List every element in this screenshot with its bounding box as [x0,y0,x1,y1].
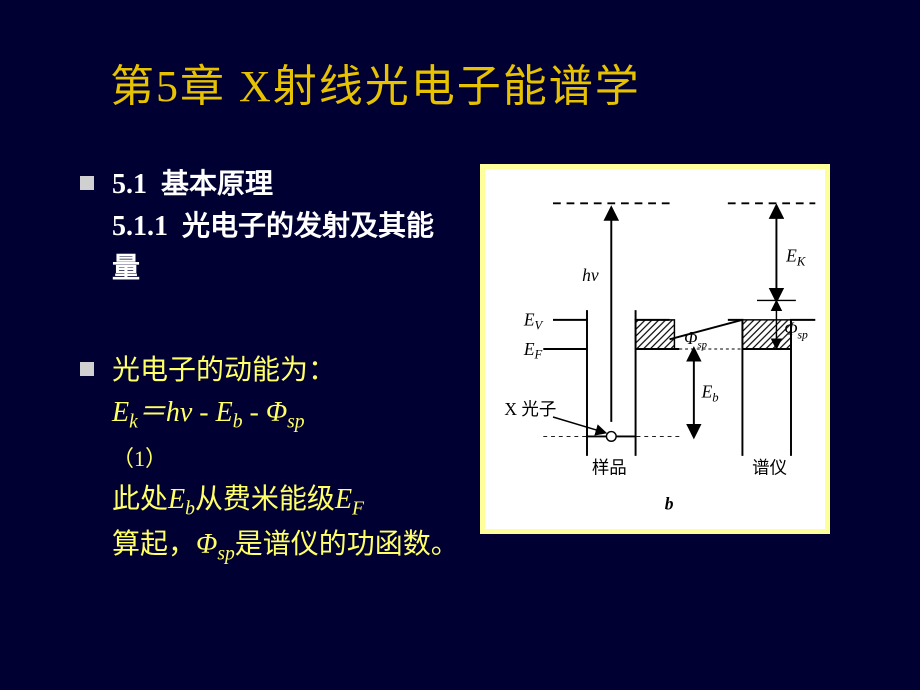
content-row: 5.1 基本原理 5.1.1 光电子的发射及其能量 光电子的动能为： Ek＝hν… [60,164,860,599]
eq-tag: （1） [112,446,167,471]
slide-title: 第5章 X射线光电子能谱学 [110,50,860,114]
ev-label: EV [523,310,544,333]
hv-label: hν [582,265,599,285]
xray-label: X 光子 [504,399,556,419]
section-heading-item: 5.1 基本原理 5.1.1 光电子的发射及其能量 [80,164,460,290]
sample-label: 样品 [592,457,627,477]
bullet-icon [80,176,94,190]
spacer [80,320,460,350]
phisp-label-spec: Φsp [784,318,808,341]
kinetic-text: 光电子的动能为： Ek＝hν - Eb - Φsp （1） 此处Eb从费米能级E… [112,350,459,569]
kinetic-intro: 光电子的动能为： [112,355,336,386]
text-column: 5.1 基本原理 5.1.1 光电子的发射及其能量 光电子的动能为： Ek＝hν… [60,164,460,599]
section-num: 5.1 [112,169,147,200]
section-heading: 5.1 基本原理 5.1.1 光电子的发射及其能量 [112,164,460,290]
diagram-svg: hν Eb Φsp Φsp EK EV EF [485,169,825,529]
spec-label: 谱仪 [752,457,787,477]
section-name: 基本原理 [161,169,273,200]
panel-label: b [665,493,674,513]
phisp-label-sample: Φsp [684,328,707,351]
bullet-icon [80,362,94,376]
ef-label: EF [523,339,543,362]
subsection-num: 5.1.1 [112,211,168,242]
kinetic-equation: Ek＝hν - Eb - Φsp [112,397,305,428]
slide: 第5章 X射线光电子能谱学 5.1 基本原理 5.1.1 光电子的发射及其能量 … [0,0,920,690]
note: 此处Eb从费米能级EF算起，Φsp是谱仪的功函数。 [112,484,459,560]
kinetic-item: 光电子的动能为： Ek＝hν - Eb - Φsp （1） 此处Eb从费米能级E… [80,350,460,569]
eb-label: Eb [701,382,719,405]
ek-label: EK [785,246,806,269]
energy-diagram: hν Eb Φsp Φsp EK EV EF [480,164,830,534]
